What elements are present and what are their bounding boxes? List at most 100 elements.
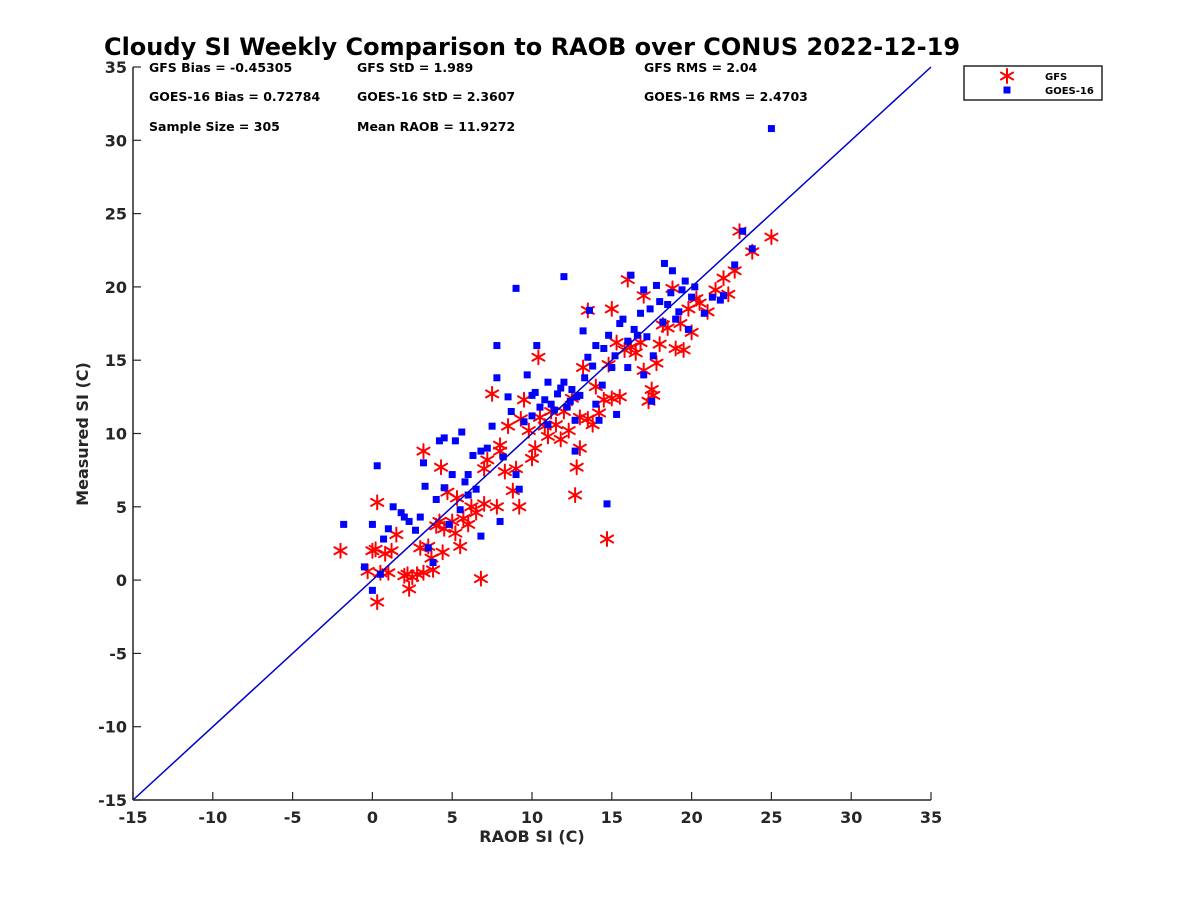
data-point (456, 506, 464, 514)
data-point (576, 359, 591, 376)
data-point (643, 333, 651, 341)
data-point (440, 484, 448, 492)
legend-box (963, 65, 1103, 101)
data-point (458, 428, 466, 436)
data-point (380, 535, 388, 543)
data-point (648, 397, 656, 405)
data-point (416, 513, 424, 521)
data-point (640, 371, 648, 379)
data-point (448, 525, 463, 542)
data-point (453, 538, 468, 555)
data-point (569, 459, 584, 476)
data-point (628, 344, 643, 361)
data-point (595, 416, 603, 424)
data-point (630, 325, 638, 333)
data-point (563, 403, 571, 411)
legend-label: GOES-16 (1045, 86, 1094, 97)
legend-marker (1003, 86, 1011, 94)
data-point (659, 318, 667, 326)
x-tick-label: 10 (521, 808, 543, 827)
data-point (739, 227, 747, 235)
data-point (516, 391, 532, 408)
data-point (691, 283, 699, 291)
data-point (373, 462, 381, 470)
data-point (333, 542, 348, 559)
data-point (416, 443, 431, 460)
data-point (576, 391, 584, 399)
data-point (675, 308, 683, 316)
data-point (684, 325, 692, 333)
y-axis-label: Measured SI (C) (73, 362, 92, 506)
y-tick-label: 10 (105, 425, 127, 444)
y-tick-label: 35 (105, 58, 127, 77)
x-tick-label: 15 (601, 808, 623, 827)
data-point (389, 526, 404, 543)
stats-panel: GFS Bias = -0.45305 GFS StD = 1.989 GFS RM… (149, 60, 808, 134)
x-tick-label: 0 (367, 808, 378, 827)
axes: -15 -10 -5 0 5 10 15 20 25 30 35 -15 -10 -5 0 5 10 15 20 25… (98, 58, 942, 827)
legend-marker (999, 68, 1015, 84)
data-point (512, 284, 520, 292)
data-point (678, 286, 686, 294)
stat-text: GOES-16 StD = 2.3607 (357, 89, 515, 104)
data-point (507, 408, 515, 416)
data-point (480, 451, 495, 468)
data-point (496, 517, 504, 525)
x-tick-label: 5 (447, 808, 458, 827)
data-point (544, 378, 552, 386)
y-tick-label: 25 (105, 205, 127, 224)
data-point (461, 478, 469, 486)
stat-text: GFS Bias = -0.45305 (149, 60, 292, 75)
legend: GFS GOES-16 (963, 65, 1103, 101)
data-point (731, 261, 739, 269)
y-tick-label: -10 (98, 718, 127, 737)
data-point (548, 416, 564, 433)
data-point (504, 393, 512, 401)
data-point (540, 428, 556, 445)
data-point (469, 504, 484, 521)
data-point (560, 378, 568, 386)
data-point (370, 494, 385, 511)
data-point (716, 296, 724, 304)
data-point (448, 471, 456, 479)
data-point (633, 331, 641, 339)
y-tick-label: 20 (105, 278, 127, 297)
stat-text: GOES-16 RMS = 2.4703 (644, 89, 808, 104)
y-tick-label: -5 (109, 644, 127, 663)
data-point (493, 374, 501, 382)
y-tick-label: 5 (116, 498, 127, 517)
stat-text: GOES-16 Bias = 0.72784 (149, 89, 320, 104)
data-point (609, 334, 624, 351)
one-to-one-line (132, 66, 932, 801)
data-point (624, 364, 632, 372)
data-point (568, 386, 576, 394)
data-point (748, 245, 756, 253)
stat-text: GFS RMS = 2.04 (644, 60, 758, 75)
data-point (720, 292, 728, 300)
data-point (764, 229, 779, 246)
plot-area (132, 66, 932, 801)
data-point (616, 320, 624, 328)
data-point (605, 331, 613, 339)
data-point (485, 385, 500, 402)
x-tick-label: 25 (760, 808, 782, 827)
data-point (652, 281, 660, 289)
stat-text: Sample Size = 305 (149, 119, 280, 134)
data-point (571, 416, 579, 424)
data-point (360, 563, 368, 571)
data-point (531, 349, 546, 366)
y-tick-label: 30 (105, 131, 127, 150)
data-point (599, 531, 615, 548)
data-point (370, 594, 385, 611)
data-point (716, 270, 731, 287)
data-point (603, 500, 611, 508)
data-point (561, 422, 576, 439)
data-point (668, 340, 683, 357)
data-point (384, 542, 399, 559)
data-point (656, 298, 664, 306)
data-point (688, 293, 696, 301)
data-point (600, 344, 608, 352)
data-point (477, 447, 485, 455)
data-point (368, 586, 376, 594)
